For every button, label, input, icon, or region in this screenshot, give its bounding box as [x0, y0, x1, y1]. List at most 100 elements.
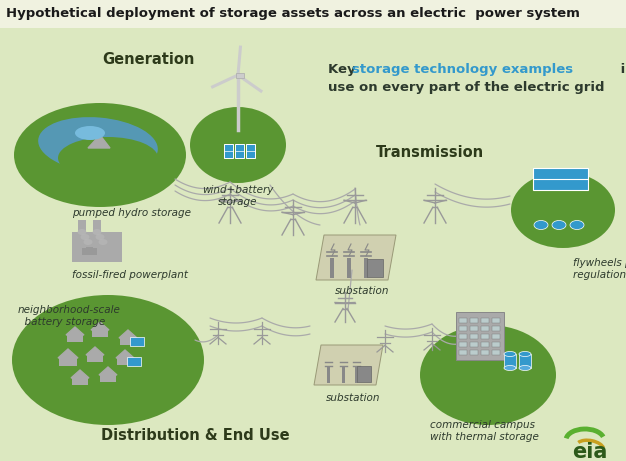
Bar [481, 350, 489, 355]
Bar [72, 232, 122, 262]
Ellipse shape [534, 220, 548, 230]
Bar [355, 367, 358, 383]
Bar [492, 326, 500, 331]
Bar [59, 358, 77, 366]
Bar [470, 334, 478, 339]
Ellipse shape [98, 239, 108, 245]
Bar [330, 258, 334, 278]
Ellipse shape [93, 229, 101, 235]
Ellipse shape [14, 103, 186, 207]
Bar [459, 318, 467, 323]
Text: eia: eia [572, 442, 608, 461]
Ellipse shape [420, 325, 556, 425]
Bar [127, 357, 141, 366]
Ellipse shape [58, 137, 158, 179]
Bar [570, 223, 584, 227]
Bar [459, 326, 467, 331]
Bar [456, 312, 504, 360]
Bar [87, 355, 103, 362]
Bar [342, 367, 345, 383]
Bar [459, 342, 467, 347]
Text: fossil-fired powerplant: fossil-fired powerplant [72, 270, 188, 280]
Text: Hypothetical deployment of storage assets across an electric  power system: Hypothetical deployment of storage asset… [6, 7, 580, 20]
Bar [67, 335, 83, 342]
Ellipse shape [75, 126, 105, 140]
Text: Generation: Generation [102, 52, 194, 67]
Bar [470, 350, 478, 355]
Bar [100, 375, 116, 382]
Bar [347, 258, 351, 278]
Bar [82, 247, 97, 255]
Text: flywheels providing
regulation service: flywheels providing regulation service [573, 258, 626, 280]
Bar [236, 73, 244, 78]
Ellipse shape [78, 229, 86, 235]
Ellipse shape [81, 234, 90, 240]
Bar [120, 338, 136, 345]
Bar [519, 354, 531, 368]
Bar [459, 334, 467, 339]
Bar [0, 0, 626, 28]
Bar [481, 318, 489, 323]
Text: substation: substation [326, 393, 380, 403]
Bar [367, 259, 383, 277]
Bar [72, 378, 88, 385]
Polygon shape [71, 370, 89, 378]
Bar [117, 358, 133, 365]
Bar [470, 326, 478, 331]
Bar [459, 350, 467, 355]
Bar [224, 144, 233, 158]
Bar [78, 220, 86, 248]
Polygon shape [88, 135, 110, 148]
Bar [504, 354, 516, 368]
Bar [492, 318, 500, 323]
Text: Distribution & End Use: Distribution & End Use [101, 428, 289, 443]
Bar [481, 342, 489, 347]
Text: Transmission: Transmission [376, 145, 484, 160]
Bar [235, 144, 244, 158]
Bar [357, 366, 371, 382]
Bar [481, 334, 489, 339]
Polygon shape [99, 367, 117, 375]
Ellipse shape [511, 172, 615, 248]
Bar [470, 318, 478, 323]
Bar [470, 342, 478, 347]
Ellipse shape [504, 351, 516, 356]
Text: neighborhood-scale
  battery storage: neighborhood-scale battery storage [18, 305, 121, 326]
Polygon shape [66, 327, 84, 335]
Polygon shape [119, 330, 137, 338]
Ellipse shape [38, 117, 158, 173]
Ellipse shape [83, 239, 93, 245]
Bar [534, 223, 548, 227]
Text: Key: Key [328, 63, 360, 76]
Ellipse shape [504, 366, 516, 371]
Text: in: in [616, 63, 626, 76]
Text: substation: substation [335, 286, 389, 296]
Text: pumped hydro storage: pumped hydro storage [72, 208, 191, 218]
Bar [552, 223, 566, 227]
Bar [130, 337, 144, 346]
Polygon shape [58, 349, 78, 358]
Ellipse shape [190, 107, 286, 183]
Text: use on every part of the electric grid: use on every part of the electric grid [328, 81, 605, 94]
Bar [93, 220, 101, 248]
Text: commercial campus
with thermal storage: commercial campus with thermal storage [430, 420, 539, 442]
Text: wind+battery
storage: wind+battery storage [202, 185, 274, 207]
Bar [246, 144, 255, 158]
Polygon shape [316, 235, 396, 280]
Ellipse shape [96, 234, 105, 240]
Bar [533, 168, 588, 190]
Bar [364, 258, 368, 278]
Bar [492, 342, 500, 347]
Polygon shape [314, 345, 383, 385]
Ellipse shape [519, 366, 531, 371]
Bar [492, 334, 500, 339]
Ellipse shape [570, 220, 584, 230]
Polygon shape [91, 322, 109, 330]
Ellipse shape [12, 295, 204, 425]
Bar [492, 350, 500, 355]
Bar [92, 330, 108, 337]
Text: storage technology examples: storage technology examples [352, 63, 573, 76]
Polygon shape [86, 347, 104, 355]
Bar [481, 326, 489, 331]
Polygon shape [116, 350, 134, 358]
